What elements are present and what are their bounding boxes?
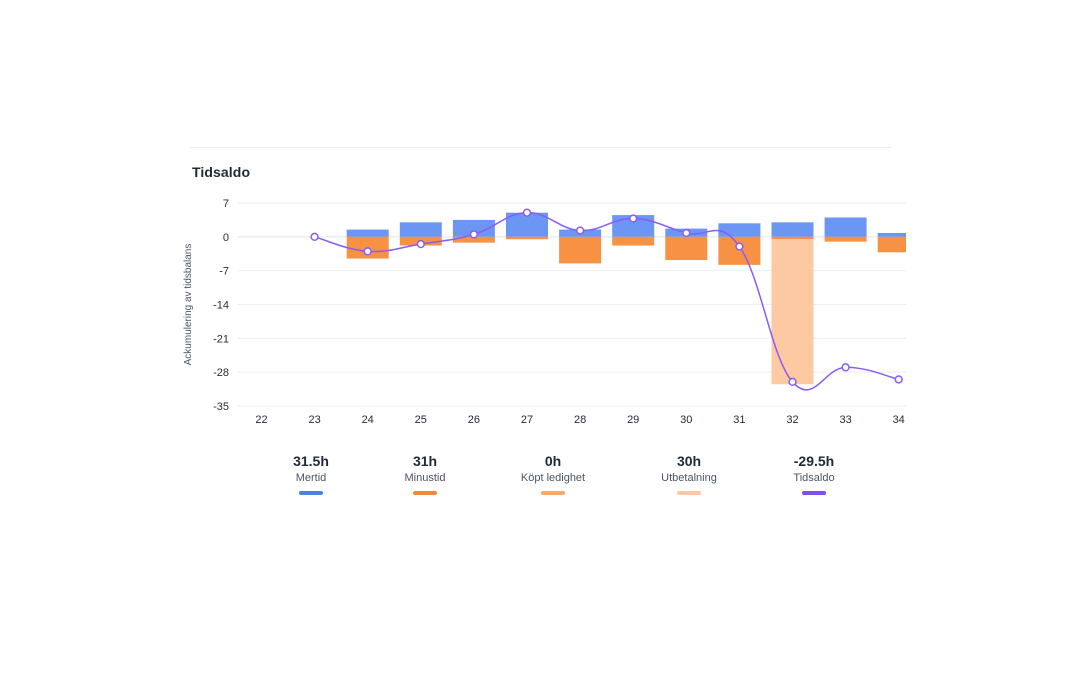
legend-item-tidsaldo[interactable]: -29.5h Tidsaldo xyxy=(754,452,874,495)
legend-value: 0h xyxy=(544,453,562,469)
bar-mertid xyxy=(877,232,906,237)
legend-label: Utbetalning xyxy=(661,472,717,484)
bar-minustid xyxy=(612,236,655,246)
bar-minustid xyxy=(559,236,602,264)
bar-minustid xyxy=(452,236,495,243)
tidsaldo-point xyxy=(575,226,585,235)
axes: 7 0 -7 -14 -21 -28 -35 Ackumulering av tidsbala… xyxy=(183,198,905,426)
bar-mertid xyxy=(346,229,389,237)
top-divider xyxy=(190,147,892,148)
bar-minustid xyxy=(877,236,906,253)
balance-line xyxy=(310,208,903,391)
bar-minustid xyxy=(771,236,814,240)
tidsaldo-point xyxy=(682,228,691,238)
tidsaldo-point xyxy=(363,247,372,256)
y-tick-label: 7 xyxy=(223,198,229,210)
tidsaldo-point xyxy=(310,232,319,241)
bar-minustid xyxy=(506,236,548,240)
tidsaldo-point xyxy=(841,363,850,372)
x-tick-label: 28 xyxy=(574,414,586,426)
chart-legend: 31.5h Mertid 31h Minustid 0h Köpt ledigh… xyxy=(0,452,1080,502)
x-tick-label: 25 xyxy=(415,414,427,426)
x-tick-label: 27 xyxy=(521,414,533,426)
legend-value: 31h xyxy=(412,453,438,469)
bar-mertid xyxy=(452,219,495,237)
bar-minustid xyxy=(824,236,867,242)
y-tick-label: -14 xyxy=(213,300,229,312)
legend-value: -29.5h xyxy=(793,453,835,469)
legend-label: Köpt ledighet xyxy=(520,472,586,484)
y-axis-label: Ackumulering av tidsbalans xyxy=(183,244,194,366)
legend-label: Tidsaldo xyxy=(793,472,835,484)
bar-mertid xyxy=(824,217,867,237)
tidsaldo-point xyxy=(469,230,479,239)
x-tick-label: 22 xyxy=(255,414,267,426)
bar-minustid xyxy=(718,236,761,265)
tidsaldo-point xyxy=(788,377,797,386)
legend-label: Minustid xyxy=(404,472,446,484)
y-tick-label: -21 xyxy=(213,333,229,345)
bar-mertid xyxy=(718,223,761,237)
tidsaldo-point xyxy=(522,208,532,217)
tidsaldo-point xyxy=(416,239,425,249)
bar-minustid xyxy=(665,236,708,261)
legend-label: Mertid xyxy=(295,472,327,484)
legend-item-utbetalning[interactable]: 30h Utbetalning xyxy=(629,452,749,495)
legend-swatch xyxy=(677,491,701,495)
legend-item-mertid[interactable]: 31.5h Mertid xyxy=(251,452,371,495)
x-tick-label: 30 xyxy=(680,414,692,426)
x-tick-label: 26 xyxy=(468,414,480,426)
bar-mertid xyxy=(612,215,655,237)
x-tick-label: 34 xyxy=(893,414,905,426)
x-tick-label: 33 xyxy=(839,414,851,426)
x-tick-label: 29 xyxy=(627,414,639,426)
bar-utbetalning xyxy=(771,239,814,385)
tidsaldo-point xyxy=(629,214,638,223)
chart-title: Tidsaldo xyxy=(192,164,251,180)
bar-mertid xyxy=(771,222,814,237)
x-tick-label: 32 xyxy=(786,414,798,426)
legend-item-minustid[interactable]: 31h Minustid xyxy=(365,452,485,495)
legend-swatch xyxy=(299,491,323,495)
tidsaldo-point xyxy=(735,242,744,251)
y-tick-label: -28 xyxy=(213,367,229,379)
y-tick-label: -7 xyxy=(219,266,229,278)
bar-mertid xyxy=(399,222,442,237)
bars xyxy=(346,212,906,385)
legend-swatch xyxy=(541,491,565,495)
legend-value: 30h xyxy=(676,453,702,469)
legend-value: 31.5h xyxy=(293,453,329,469)
y-tick-label: 0 xyxy=(223,232,229,244)
x-tick-label: 24 xyxy=(362,414,374,426)
tidsaldo-point xyxy=(894,375,903,384)
legend-item-kopt-ledighet[interactable]: 0h Köpt ledighet xyxy=(493,452,613,495)
legend-swatch xyxy=(802,491,826,495)
x-tick-label: 31 xyxy=(733,414,745,426)
y-tick-label: -35 xyxy=(213,401,229,413)
x-tick-label: 23 xyxy=(308,414,320,426)
legend-swatch xyxy=(413,491,437,495)
